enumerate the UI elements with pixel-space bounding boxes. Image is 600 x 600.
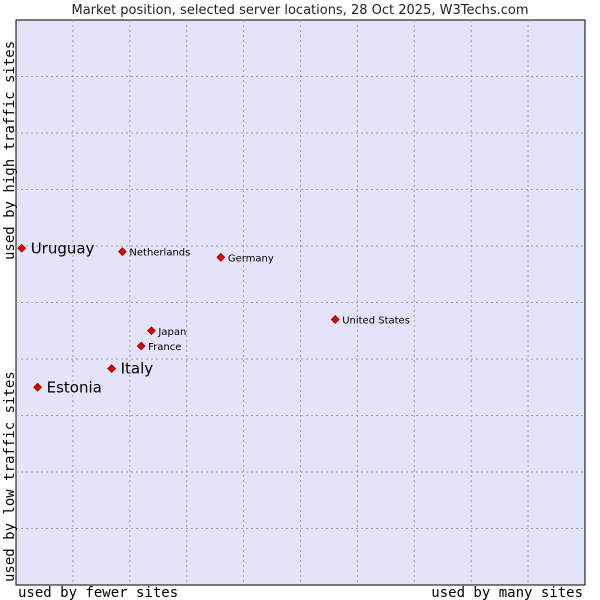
point-germany: Germany [216,252,274,264]
label-netherlands: Netherlands [129,248,190,259]
label-estonia: Estonia [47,378,102,396]
grid-lines [16,20,585,585]
marker-japan [146,326,156,336]
marker-italy [107,364,117,374]
marker-estonia [33,382,43,392]
label-united-states: United States [342,315,410,326]
chart-title: Market position, selected server locatio… [71,3,528,18]
label-japan: Japan [157,327,186,338]
x-axis-label-left: used by fewer sites [18,585,178,600]
point-italy: Italy [107,360,154,378]
label-uruguay: Uruguay [31,239,95,257]
label-italy: Italy [121,360,154,378]
point-united-states: United States [330,315,410,326]
point-japan: Japan [146,326,186,338]
y-axis-label-bottom: used by low traffic sites [2,371,18,582]
point-france: France [136,341,181,353]
marker-germany [216,252,226,262]
x-axis-label-right: used by many sites [431,585,583,600]
point-netherlands: Netherlands [117,247,190,259]
y-axis-label-top: used by high traffic sites [2,41,18,260]
point-estonia: Estonia [33,378,102,396]
data-points: Uruguay Netherlands Germany United States Ja… [17,239,410,396]
marker-united-states [330,315,340,324]
marker-uruguay [17,243,27,253]
label-france: France [148,342,181,353]
marker-netherlands [117,247,127,257]
marker-france [136,341,146,351]
label-germany: Germany [228,253,274,264]
point-uruguay: Uruguay [17,239,95,257]
